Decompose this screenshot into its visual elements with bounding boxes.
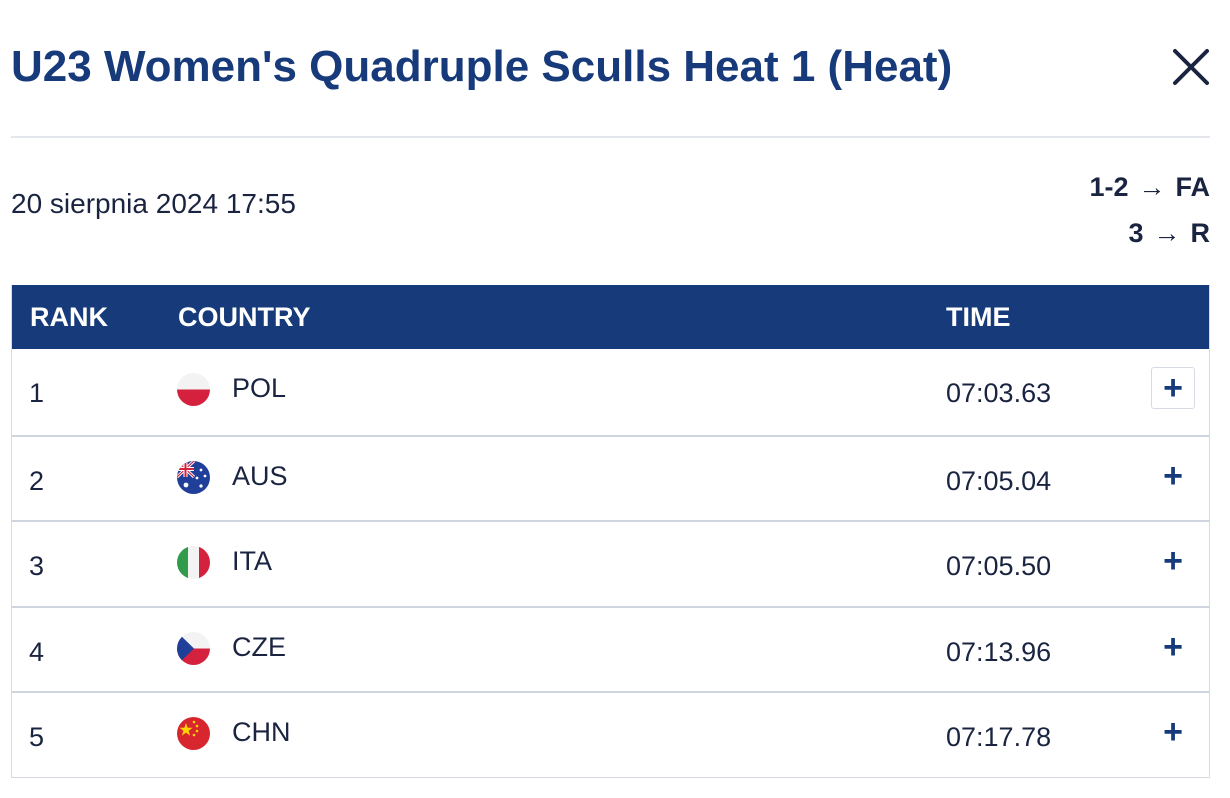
expand-row-button[interactable]: + — [1163, 456, 1183, 495]
close-button[interactable] — [1168, 44, 1214, 90]
table-header: RANK COUNTRY TIME — [12, 285, 1209, 349]
table-body: 1 POL 07:03.63 + 2 — [12, 349, 1209, 777]
rank-cell: 1 — [29, 378, 45, 408]
country-cell: AUS — [232, 460, 288, 491]
table-row: 3 ITA 07:05.50 + — [12, 520, 1209, 606]
column-header-rank: RANK — [30, 302, 108, 332]
column-header-country: COUNTRY — [178, 302, 311, 332]
arrow-right-icon: → — [1138, 172, 1166, 202]
expand-row-button[interactable]: + — [1163, 542, 1183, 580]
progression-target: R — [1190, 218, 1211, 248]
progression-target: FA — [1175, 172, 1210, 202]
table-row: 5 CHN 07:17.78 + — [12, 691, 1209, 777]
country-cell: CZE — [232, 631, 286, 662]
country-cell: ITA — [232, 546, 272, 576]
time-cell: 07:05.50 — [946, 551, 1052, 581]
progression-rule: 3 → R — [1089, 210, 1210, 256]
expand-row-button[interactable]: + — [1163, 713, 1183, 751]
rank-cell: 5 — [29, 722, 45, 752]
italy-flag-icon — [177, 546, 210, 579]
table-row: 4 CZE 07:13.96 + — [12, 605, 1209, 692]
arrow-right-icon: → — [1153, 218, 1181, 248]
progression-places: 3 — [1128, 218, 1144, 248]
race-datetime: 20 sierpnia 2024 17:55 — [11, 188, 296, 219]
progression-rule: 1-2 → FA — [1089, 164, 1210, 210]
time-cell: 07:17.78 — [946, 722, 1052, 752]
rank-cell: 4 — [29, 636, 45, 667]
close-icon — [1173, 49, 1209, 85]
china-flag-icon — [177, 717, 210, 750]
rank-cell: 2 — [29, 465, 45, 496]
czechia-flag-icon — [177, 631, 210, 665]
country-cell: POL — [232, 373, 287, 403]
country-cell: CHN — [232, 717, 291, 747]
progression-places: 1-2 — [1089, 172, 1129, 202]
australia-flag-icon — [177, 460, 210, 494]
progression-rules: 1-2 → FA 3 → R — [1089, 164, 1210, 256]
table-row: 2 — [12, 434, 1209, 521]
time-cell: 07:05.04 — [946, 465, 1052, 496]
results-table: RANK COUNTRY TIME 1 POL 07:03.63 + 2 — [11, 285, 1210, 778]
poland-flag-icon — [177, 373, 210, 406]
time-cell: 07:03.63 — [946, 378, 1052, 408]
header-divider — [11, 136, 1210, 138]
time-cell: 07:13.96 — [946, 636, 1052, 667]
page-title: U23 Women's Quadruple Sculls Heat 1 (Hea… — [11, 42, 953, 91]
rank-cell: 3 — [29, 551, 45, 581]
expand-row-button[interactable]: + — [1163, 627, 1183, 666]
column-header-time: TIME — [946, 302, 1011, 332]
table-row: 1 POL 07:03.63 + — [12, 349, 1209, 435]
expand-row-button[interactable]: + — [1151, 367, 1195, 409]
